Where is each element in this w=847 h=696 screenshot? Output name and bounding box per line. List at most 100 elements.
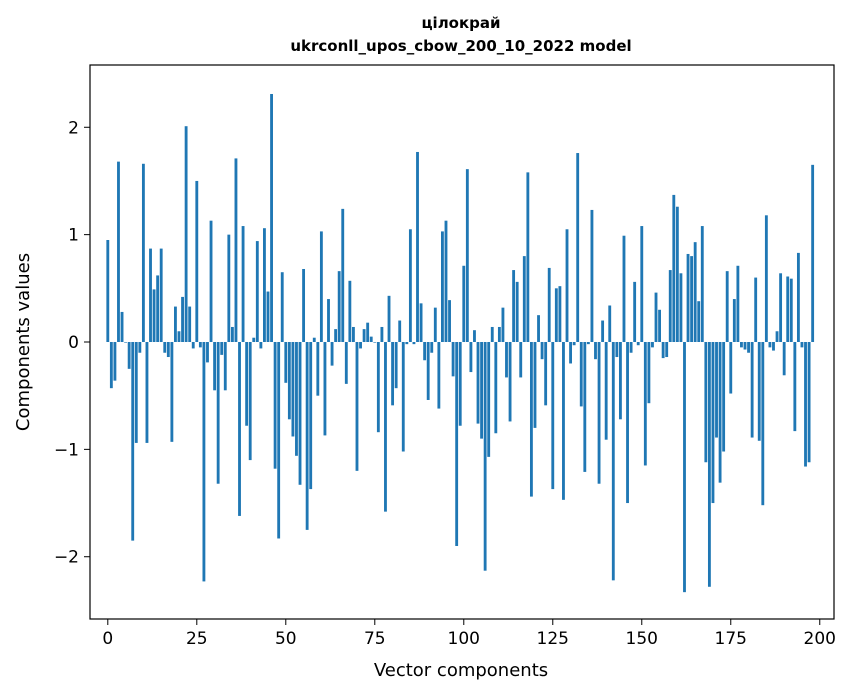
- bar: [490, 326, 494, 342]
- bar: [394, 342, 398, 389]
- bar: [348, 280, 352, 342]
- bar: [718, 342, 722, 483]
- bar: [654, 292, 658, 342]
- bar: [280, 272, 284, 342]
- bar: [287, 342, 291, 420]
- bar: [601, 320, 605, 342]
- chart-subtitle: ukrconll_upos_cbow_200_10_2022 model: [290, 37, 631, 55]
- bar: [693, 242, 697, 342]
- x-axis-label: Vector components: [374, 660, 548, 681]
- bar: [569, 342, 572, 364]
- bar: [334, 329, 338, 342]
- bar: [380, 326, 384, 342]
- bar: [672, 194, 676, 342]
- y-axis-ticks: −2 −1 0 1 2: [54, 118, 90, 568]
- bar: [408, 229, 412, 342]
- bar: [448, 300, 451, 342]
- bar: [576, 153, 580, 342]
- y-tick-label: 2: [68, 118, 79, 138]
- bar: [384, 342, 387, 512]
- bar: [323, 342, 327, 436]
- bar: [508, 342, 512, 422]
- bar: [629, 342, 633, 353]
- bar: [305, 342, 309, 530]
- bar: [451, 342, 455, 377]
- bar: [198, 342, 202, 348]
- bar: [586, 342, 590, 345]
- bar: [227, 234, 231, 342]
- bar: [405, 342, 409, 345]
- bar: [344, 342, 348, 384]
- bar: [622, 235, 626, 342]
- bar: [174, 306, 177, 342]
- bar: [141, 163, 145, 342]
- bar: [295, 342, 298, 456]
- bar: [312, 337, 316, 342]
- bar: [633, 281, 637, 342]
- bar: [572, 342, 576, 346]
- bar: [611, 342, 615, 581]
- bar: [113, 342, 117, 381]
- bar: [291, 342, 295, 437]
- x-tick-label: 0: [102, 629, 113, 649]
- bar: [206, 342, 209, 363]
- bar: [462, 265, 466, 342]
- bar: [711, 342, 715, 504]
- bar: [131, 342, 135, 541]
- bar: [476, 342, 480, 424]
- bar: [327, 299, 330, 342]
- bar: [302, 268, 306, 342]
- bar: [145, 342, 149, 443]
- x-tick-label: 75: [364, 629, 386, 649]
- bar: [352, 326, 355, 342]
- bar: [188, 306, 192, 342]
- bar: [736, 265, 740, 342]
- bar: [636, 342, 640, 346]
- bar: [487, 342, 491, 457]
- bar: [796, 252, 800, 342]
- bar: [686, 253, 690, 342]
- bar: [747, 342, 750, 353]
- bar: [465, 169, 469, 342]
- bar: [604, 342, 608, 440]
- bar: [608, 305, 612, 342]
- bar: [230, 326, 234, 342]
- bar: [270, 93, 273, 343]
- bar: [658, 309, 661, 342]
- bar: [715, 342, 718, 438]
- y-tick-label: 1: [68, 226, 79, 246]
- bar: [804, 342, 807, 467]
- bar: [597, 342, 601, 484]
- bar: [416, 151, 419, 342]
- bar: [768, 342, 772, 348]
- bar: [266, 291, 270, 342]
- x-tick-label: 150: [626, 629, 658, 649]
- bar: [316, 342, 320, 396]
- bar: [401, 342, 405, 452]
- bar: [284, 342, 288, 383]
- bar: [149, 248, 152, 342]
- bar: [707, 342, 711, 587]
- bar: [764, 215, 768, 342]
- bar: [704, 342, 708, 463]
- bar: [789, 278, 793, 342]
- bar: [626, 342, 629, 504]
- bar: [355, 342, 359, 471]
- bar: [540, 342, 544, 360]
- bar: [683, 342, 686, 593]
- bar: [455, 342, 459, 546]
- bar: [793, 342, 797, 432]
- bar: [640, 226, 644, 342]
- y-tick-label: −2: [54, 548, 79, 568]
- bar: [309, 342, 313, 490]
- bar: [248, 342, 252, 461]
- bar: [412, 342, 416, 345]
- bar: [419, 303, 423, 342]
- bar: [647, 342, 651, 404]
- bar: [700, 226, 704, 342]
- x-tick-label: 100: [448, 629, 480, 649]
- bar: [366, 322, 370, 342]
- bar: [213, 342, 217, 391]
- x-axis-ticks: 0 25 50 75 100 125 150 175 200: [102, 619, 836, 649]
- bar: [191, 342, 195, 349]
